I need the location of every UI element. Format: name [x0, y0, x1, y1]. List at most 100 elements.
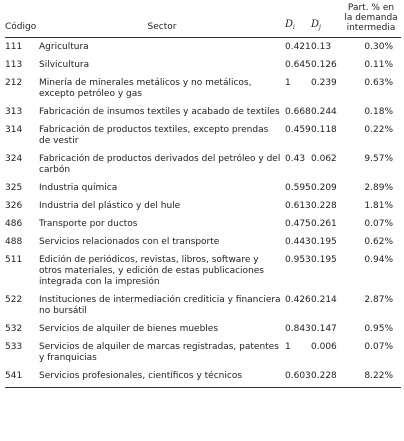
cell-sector: Servicios de alquiler de marcas registra… — [39, 342, 279, 363]
cell-di: 0.421 — [285, 42, 311, 52]
cell-sector: Servicios profesionales, científicos y t… — [39, 367, 285, 388]
table-header: Código Sector Di Dj Part. % en la demand… — [5, 3, 401, 38]
cell-codigo: 486 — [5, 219, 23, 229]
cell-participation: 0.22% — [364, 125, 393, 135]
cell-dj: 0.006 — [311, 342, 337, 352]
table-row: 113 Silvicultura 0.645 0.126 0.11% — [5, 56, 401, 74]
cell-codigo: 511 — [5, 255, 23, 265]
cell-participation: 0.95% — [364, 324, 393, 334]
cell-sector: Transporte por ductos — [39, 219, 138, 229]
cell-dj: 0.244 — [311, 107, 337, 117]
table-row: 324 Fabricación de productos derivados de… — [5, 150, 401, 179]
header-dj: Dj — [311, 3, 341, 38]
header-row: Código Sector Di Dj Part. % en la demand… — [5, 3, 401, 38]
cell-sector: Silvicultura — [39, 60, 90, 70]
cell-di: 0.668 — [285, 107, 311, 117]
cell-dj: 0.214 — [311, 295, 337, 305]
cell-sector: Fabricación de productos derivados del p… — [39, 154, 281, 175]
header-di: Di — [285, 3, 311, 38]
cell-di: 0.426 — [285, 295, 311, 305]
cell-di: 0.603 — [285, 367, 311, 388]
header-di-letter: D — [285, 19, 294, 30]
cell-sector: Fabricación de insumos textiles y acabad… — [39, 107, 280, 117]
cell-di: 0.475 — [285, 219, 311, 229]
cell-participation: 8.22% — [341, 367, 401, 388]
header-dj-letter: D — [311, 19, 320, 30]
cell-di: 1 — [285, 342, 291, 352]
header-participation-line1: Part. % en — [347, 3, 395, 13]
cell-codigo: 313 — [5, 107, 23, 117]
cell-sector: Servicios de alquiler de bienes muebles — [39, 324, 219, 334]
cell-participation: 0.63% — [364, 78, 393, 88]
cell-di: 0.443 — [285, 237, 311, 247]
cell-participation: 0.11% — [364, 60, 393, 70]
header-codigo: Código — [5, 3, 39, 38]
table-row: 532 Servicios de alquiler de bienes muebl… — [5, 320, 401, 338]
table-row: 533 Servicios de alquiler de marcas regis… — [5, 338, 401, 367]
cell-sector: Fabricación de productos textiles, excep… — [39, 125, 269, 146]
cell-dj: 0.118 — [311, 125, 337, 135]
cell-dj: 0.126 — [311, 60, 337, 70]
cell-codigo: 113 — [5, 60, 23, 70]
cell-di: 0.953 — [285, 255, 311, 265]
cell-dj: 0.062 — [311, 154, 337, 164]
cell-participation: 0.62% — [364, 237, 393, 247]
table-row: 511 Edición de periódicos, revistas, libr… — [5, 251, 401, 291]
table-row: 522 Instituciones de intermediación credi… — [5, 291, 401, 320]
table-row: 314 Fabricación de productos textiles, ex… — [5, 121, 401, 150]
header-sector: Sector — [39, 3, 285, 38]
cell-codigo: 533 — [5, 342, 23, 352]
cell-participation: 0.94% — [364, 255, 393, 265]
cell-participation: 0.30% — [364, 42, 393, 52]
cell-dj: 0.261 — [311, 219, 337, 229]
table-row: 111 Agricultura 0.421 0.13 0.30% — [5, 38, 401, 57]
cell-dj: 0.228 — [311, 367, 341, 388]
cell-participation: 0.18% — [364, 107, 393, 117]
header-dj-subscript: j — [319, 24, 321, 31]
cell-sector: Industria del plástico y del hule — [39, 201, 181, 211]
header-di-subscript: i — [293, 24, 295, 31]
cell-participation: 1.81% — [364, 201, 393, 211]
cell-dj: 0.195 — [311, 255, 337, 265]
cell-codigo: 488 — [5, 237, 23, 247]
cell-participation: 9.57% — [364, 154, 393, 164]
header-participation-line3: intermedia — [346, 23, 396, 33]
cell-di: 0.613 — [285, 201, 311, 211]
cell-di: 0.843 — [285, 324, 311, 334]
table-row: 313 Fabricación de insumos textiles y aca… — [5, 103, 401, 121]
cell-dj: 0.209 — [311, 183, 337, 193]
cell-participation: 2.87% — [364, 295, 393, 305]
sector-linkage-table: Código Sector Di Dj Part. % en la demand… — [5, 3, 401, 388]
table-row: 488 Servicios relacionados con el transpo… — [5, 233, 401, 251]
cell-codigo: 326 — [5, 201, 23, 211]
cell-di: 0.43 — [285, 154, 306, 164]
cell-dj: 0.13 — [311, 42, 332, 52]
cell-participation: 0.07% — [364, 219, 393, 229]
cell-sector: Edición de periódicos, revistas, libros,… — [39, 255, 264, 287]
cell-participation: 2.89% — [364, 183, 393, 193]
table-body: 111 Agricultura 0.421 0.13 0.30% 113 Silvicult… — [5, 38, 401, 388]
cell-codigo: 532 — [5, 324, 23, 334]
cell-sector: Agricultura — [39, 42, 89, 52]
cell-codigo: 111 — [5, 42, 23, 52]
cell-di: 0.459 — [285, 125, 311, 135]
cell-codigo: 325 — [5, 183, 23, 193]
cell-participation: 0.07% — [364, 342, 393, 352]
table-row: 541 Servicios profesionales, científicos … — [5, 367, 401, 388]
cell-di: 0.645 — [285, 60, 311, 70]
cell-dj: 0.147 — [311, 324, 337, 334]
cell-codigo: 522 — [5, 295, 23, 305]
cell-di: 1 — [285, 78, 291, 88]
cell-dj: 0.228 — [311, 201, 337, 211]
cell-codigo: 541 — [5, 367, 39, 388]
header-participation-line2: la demanda — [344, 13, 398, 23]
table-row: 486 Transporte por ductos 0.475 0.261 0.07% — [5, 215, 401, 233]
cell-sector: Servicios relacionados con el transporte — [39, 237, 220, 247]
cell-codigo: 324 — [5, 154, 23, 164]
table-row: 212 Minería de minerales metálicos y no m… — [5, 74, 401, 103]
table-row: 325 Industria química 0.595 0.209 2.89% — [5, 179, 401, 197]
cell-sector: Instituciones de intermediación creditic… — [39, 295, 281, 316]
table-row: 326 Industria del plástico y del hule 0.61… — [5, 197, 401, 215]
cell-sector: Industria química — [39, 183, 118, 193]
cell-di: 0.595 — [285, 183, 311, 193]
